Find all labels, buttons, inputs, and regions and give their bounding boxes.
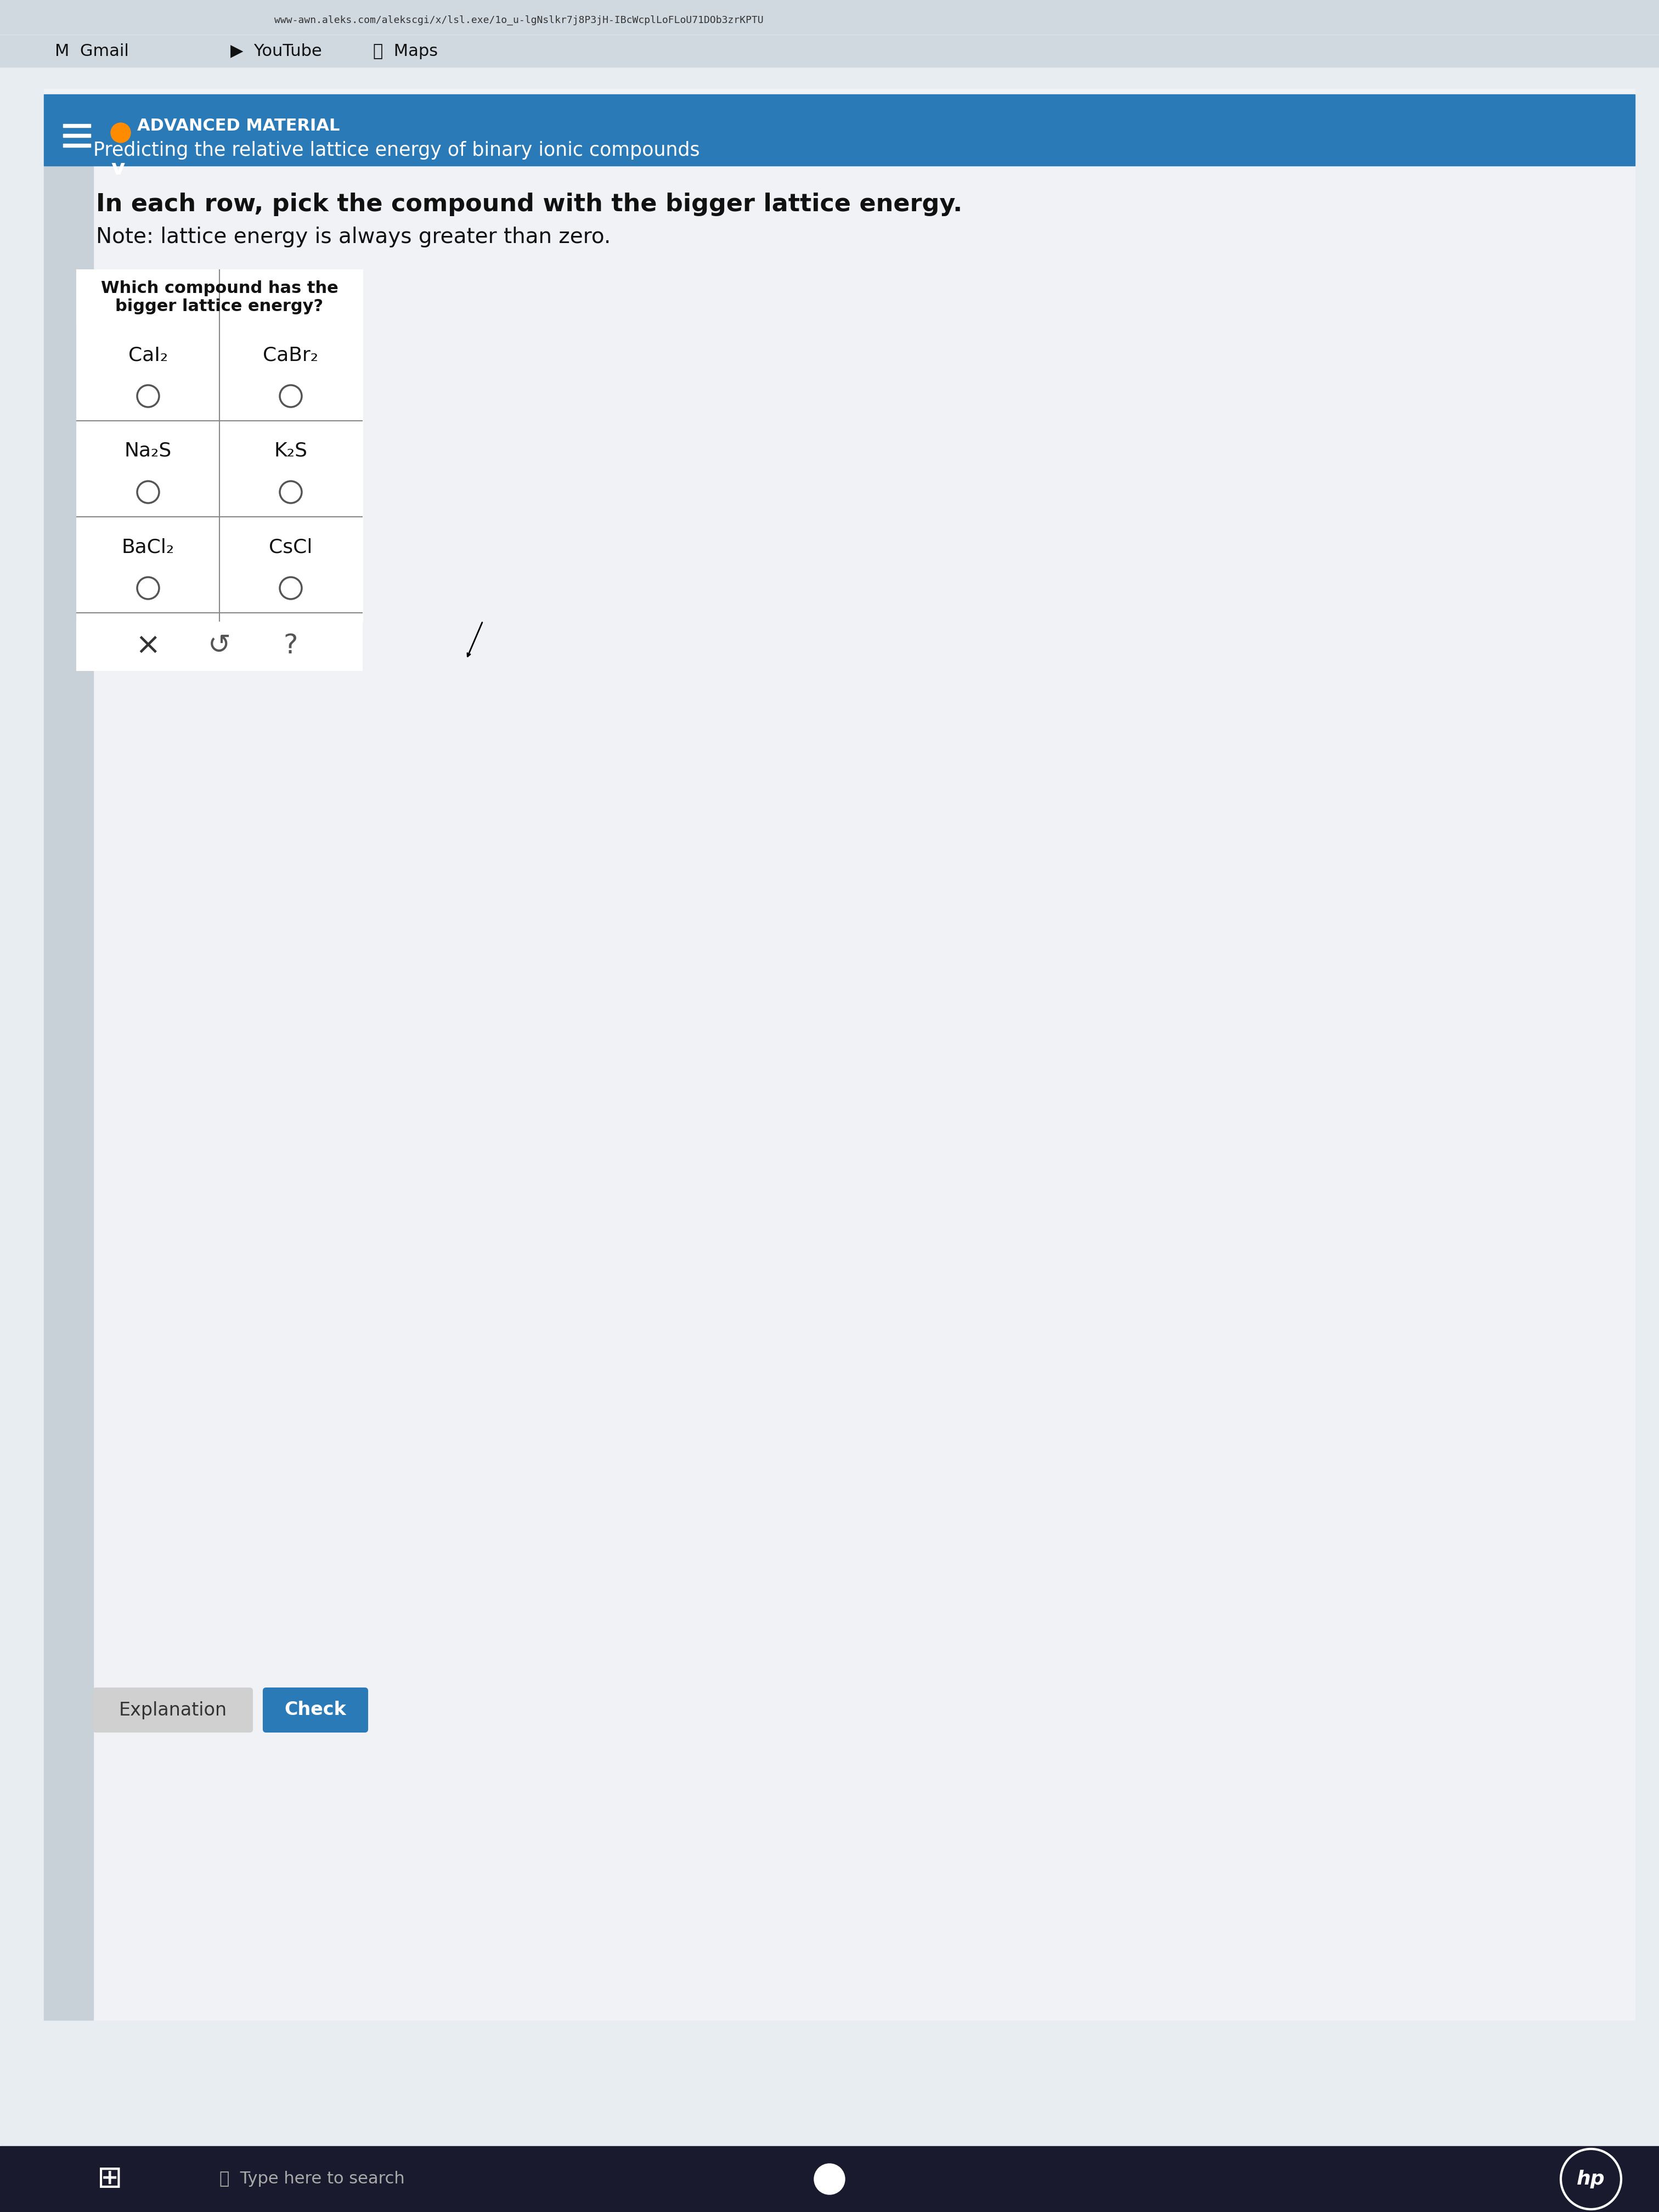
Bar <box>0 0 1659 33</box>
Bar <box>0 35 1659 66</box>
Text: ?: ? <box>284 633 299 659</box>
Bar <box>43 166 93 2020</box>
Text: ADVANCED MATERIAL: ADVANCED MATERIAL <box>138 117 340 135</box>
Text: CaBr₂: CaBr₂ <box>264 345 319 365</box>
Text: CsCl: CsCl <box>269 538 312 555</box>
Text: 🗺  Maps: 🗺 Maps <box>373 42 438 60</box>
Text: www-awn.aleks.com/alekscgi/x/lsl.exe/1o_u-lgNslkr7j8P3jH-IBcWcplLoFLoU71DOb3zrKP: www-awn.aleks.com/alekscgi/x/lsl.exe/1o_… <box>274 15 763 24</box>
Text: ×: × <box>136 630 161 661</box>
Text: 🔍  Type here to search: 🔍 Type here to search <box>219 2172 405 2188</box>
Text: Explanation: Explanation <box>119 1701 227 1719</box>
Text: ⊞: ⊞ <box>96 2163 123 2194</box>
Text: ▶  YouTube: ▶ YouTube <box>231 42 322 60</box>
Bar <box>76 622 362 670</box>
Text: BaCl₂: BaCl₂ <box>121 538 174 555</box>
Text: Na₂S: Na₂S <box>124 442 173 460</box>
Text: ↺: ↺ <box>207 633 231 659</box>
Text: Predicting the relative lattice energy of binary ionic compounds: Predicting the relative lattice energy o… <box>93 142 700 159</box>
Bar <box>0 2146 1659 2212</box>
Circle shape <box>815 2163 844 2194</box>
Bar <box>76 270 362 325</box>
Bar <box>43 88 1634 2020</box>
Text: Note: lattice energy is always greater than zero.: Note: lattice energy is always greater t… <box>96 226 611 248</box>
FancyBboxPatch shape <box>93 1688 252 1732</box>
Bar <box>63 135 91 137</box>
Text: Check: Check <box>285 1701 347 1719</box>
Text: K₂S: K₂S <box>274 442 307 460</box>
Text: M  Gmail: M Gmail <box>55 42 129 60</box>
Bar <box>43 95 1634 166</box>
Text: Which compound has the
bigger lattice energy?: Which compound has the bigger lattice en… <box>101 281 338 314</box>
Bar <box>63 144 91 146</box>
Bar <box>63 124 91 128</box>
Text: CaI₂: CaI₂ <box>128 345 168 365</box>
FancyBboxPatch shape <box>264 1688 368 1732</box>
Circle shape <box>111 124 131 142</box>
Text: v: v <box>111 157 124 179</box>
Bar <box>76 270 362 622</box>
Text: hp: hp <box>1576 2170 1606 2188</box>
Text: In each row, pick the compound with the bigger lattice energy.: In each row, pick the compound with the … <box>96 192 962 217</box>
